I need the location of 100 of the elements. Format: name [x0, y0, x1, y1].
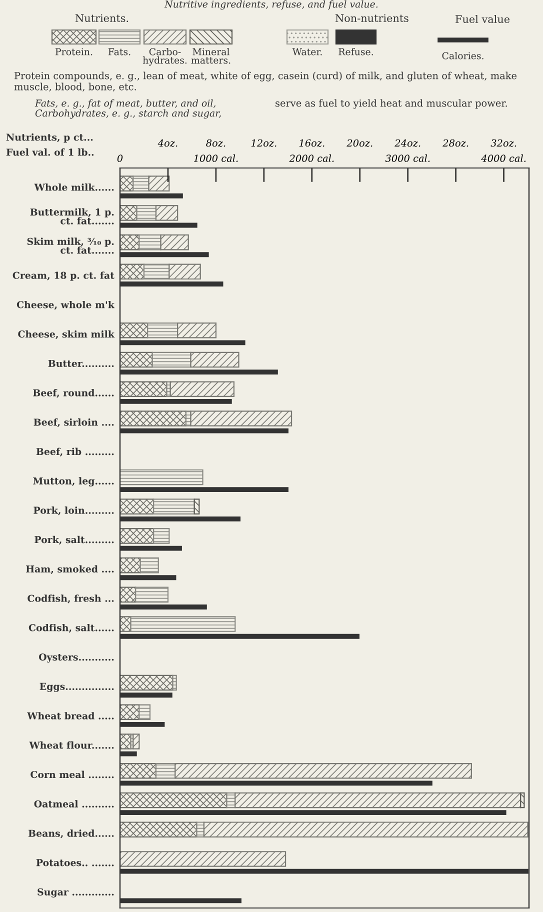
bar [234, 792, 522, 808]
y-tick-label: Codfish, salt...... [28, 624, 114, 633]
bar [190, 352, 240, 368]
y-tick-label: Beef, round...... [33, 389, 114, 398]
y-tick-label: Potatoes.. ....... [36, 859, 114, 866]
y-tick-label: Ham, smoked .... [26, 565, 114, 574]
text: Protein compounds, e. g., lean of meat, white of egg, casein (curd) of milk, and gluten of wheat, make muscle, blood, bone, etc. [14, 72, 517, 92]
bar [132, 734, 140, 750]
bar [174, 762, 472, 779]
text: Fats, e. g., fat of meat, butter, and oil, [34, 99, 216, 109]
text: Carbohydrates, e. g., starch and sugar, [35, 109, 221, 119]
y-tick-label: Beans, dried...... [28, 830, 114, 838]
bar [203, 822, 528, 838]
x-tick-label: 16oz. [299, 139, 324, 147]
y-tick-label: Whole milk...... [34, 184, 114, 191]
y-tick-label: Skim milk, ³⁄₁₀ p. ct. fat....... [27, 238, 114, 254]
bar [120, 792, 228, 808]
y-tick-label: Cheese, whole m'k [16, 300, 115, 310]
bar [153, 498, 195, 514]
legend-label: Calories. [442, 52, 484, 60]
text: Nutrients. [76, 14, 128, 22]
bar [120, 264, 145, 280]
bar [120, 822, 198, 838]
bar [120, 234, 140, 250]
x-tick-label: 28oz. [442, 139, 468, 147]
y-tick-label: Mutton, leg...... [33, 477, 114, 486]
x-tick-label: 24oz. [394, 139, 420, 147]
legend-label: Carbo- hydrates. [142, 48, 187, 66]
y-tick-label: Codfish, fresh ... [28, 594, 114, 604]
bar [152, 352, 192, 368]
bar [168, 264, 201, 280]
x-axis-title: Nutrients, p ct... [6, 133, 93, 143]
bar [148, 176, 170, 192]
bar [138, 704, 151, 720]
x-tick-label: 8oz. [206, 139, 226, 147]
y-tick-label: Buttermilk, 1 p. ct. fat....... [30, 208, 114, 224]
legend-label: Fats. [108, 48, 130, 56]
y-tick-label: Beef, sirloin .... [34, 418, 114, 428]
bar [120, 851, 286, 867]
x-tick-label: 4oz. [158, 139, 178, 147]
bar [136, 205, 157, 221]
bar [177, 322, 217, 338]
y-tick-label: Oysters........... [38, 653, 114, 663]
bar [120, 674, 174, 691]
y-tick-label: Sugar ............. [38, 888, 114, 898]
x-tick-label: 0 [117, 154, 123, 162]
y-tick-label: Wheat flour....... [29, 741, 114, 749]
bar [120, 469, 204, 486]
x-tick-label: 20oz. [346, 139, 372, 147]
y-tick-label: Wheat bread ..... [27, 712, 114, 720]
bar [153, 528, 170, 544]
bar [120, 322, 148, 338]
x-tick-label: 2000 cal. [289, 154, 334, 162]
x-tick-label: 4000 cal. [481, 154, 526, 162]
bar [120, 410, 187, 426]
y-tick-label: Eggs............... [40, 682, 114, 692]
y-tick-label: Pork, salt......... [34, 536, 114, 545]
bar [120, 762, 157, 779]
bar [135, 586, 169, 603]
bar [172, 674, 177, 691]
y-tick-label: Cream, 18 p. ct. fat [12, 272, 114, 281]
legend-label: Refuse. [338, 48, 373, 56]
bar [155, 205, 178, 221]
bar [130, 616, 236, 632]
bar [160, 234, 189, 250]
x-tick-label: 12oz. [251, 139, 276, 147]
y-tick-label: Beef, rib ......... [36, 448, 114, 457]
bar [120, 498, 154, 514]
y-tick-label: Pork, loin......... [34, 506, 114, 516]
text: serve as fuel to yield heat and muscular power. [276, 99, 507, 109]
bar [143, 264, 170, 280]
bar [120, 704, 140, 720]
bar [120, 352, 153, 368]
bar [196, 822, 205, 838]
legend-label: Mineral matters. [191, 48, 230, 64]
bar [170, 381, 234, 398]
x-tick-label: 32oz. [490, 139, 516, 147]
bar [140, 557, 159, 574]
bar [155, 762, 176, 779]
legend-label: Protein. [56, 48, 92, 56]
x-tick-label: 1000 cal. [194, 154, 238, 162]
y-tick-label: Butter.......... [48, 360, 114, 367]
y-tick-label: Oatmeal .......... [34, 800, 114, 808]
x-tick-label: 3000 cal. [385, 154, 430, 162]
bar [120, 557, 141, 574]
bar [120, 205, 138, 221]
y-tick-label: Cheese, skim milk [18, 330, 115, 340]
bar [132, 176, 150, 192]
chart-title: Nutritive ingredients, refuse, and fuel value. [164, 0, 378, 10]
bar [120, 381, 168, 398]
y-tick-label: Corn meal ........ [30, 770, 114, 778]
bar [194, 498, 200, 514]
text: Fuel value [456, 14, 510, 24]
bar [520, 792, 525, 808]
bar [138, 234, 162, 250]
legend-label: Water. [292, 48, 322, 56]
bar [147, 322, 178, 338]
bar [120, 528, 154, 544]
bar [190, 410, 292, 426]
x-axis-title: Fuel val. of 1 lb.. [6, 148, 94, 156]
